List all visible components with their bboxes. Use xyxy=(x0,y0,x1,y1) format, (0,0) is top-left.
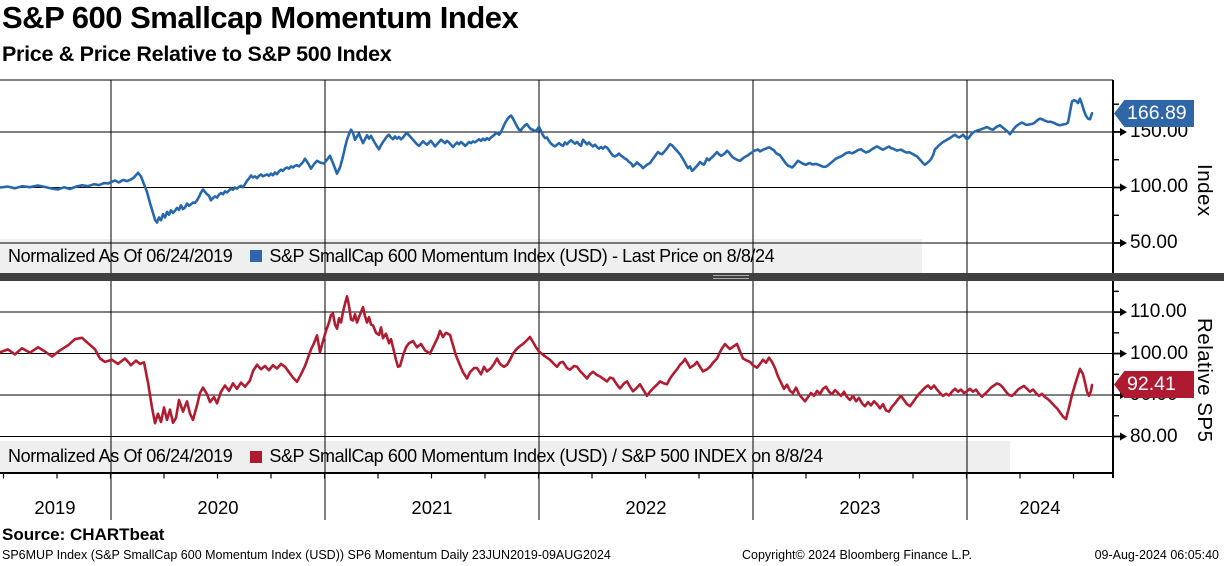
relative-axis-title: Relative SP5 xyxy=(1193,317,1216,443)
copyright-notice: Copyright© 2024 Bloomberg Finance L.P. xyxy=(742,548,972,562)
relative-legend-band xyxy=(0,441,1010,472)
price-legend-band xyxy=(0,239,922,273)
separator-drag-grip-icon[interactable] xyxy=(713,275,749,279)
security-description: SP6MUP Index (S&P SmallCap 600 Momentum … xyxy=(2,548,611,562)
tick-arrow-icon xyxy=(1120,127,1127,136)
tick-arrow-icon xyxy=(1120,239,1127,248)
year-label: 2019 xyxy=(34,497,76,518)
last-price-badge-price: 166.89 xyxy=(1114,100,1194,127)
year-label: 2023 xyxy=(839,497,881,518)
timestamp: 09-Aug-2024 06:05:40 xyxy=(1094,548,1219,562)
last-price-badge-relative: 92.41 xyxy=(1114,371,1194,398)
source-label: Source: CHARTbeat xyxy=(2,525,165,544)
year-label: 2022 xyxy=(625,497,667,518)
tick-arrow-icon xyxy=(1120,349,1127,358)
panel-separator xyxy=(0,273,1224,281)
year-label: 2024 xyxy=(1019,497,1061,518)
year-label: 2021 xyxy=(411,497,453,518)
y-tick-label: 110.00 xyxy=(1130,301,1187,323)
page-title: S&P 600 Smallcap Momentum Index xyxy=(2,0,519,35)
year-label: 2020 xyxy=(197,497,239,518)
tick-arrow-icon xyxy=(1120,432,1127,441)
y-tick-label: 100.00 xyxy=(1130,176,1189,198)
price-axis-title: Index xyxy=(1193,163,1216,217)
y-tick-label: 80.00 xyxy=(1130,425,1178,447)
tick-arrow-icon xyxy=(1120,183,1127,192)
y-tick-label: 50.00 xyxy=(1130,232,1178,254)
y-tick-label: 100.00 xyxy=(1130,342,1189,364)
page-subtitle: Price & Price Relative to S&P 500 Index xyxy=(2,42,392,66)
tick-arrow-icon xyxy=(1120,308,1127,317)
